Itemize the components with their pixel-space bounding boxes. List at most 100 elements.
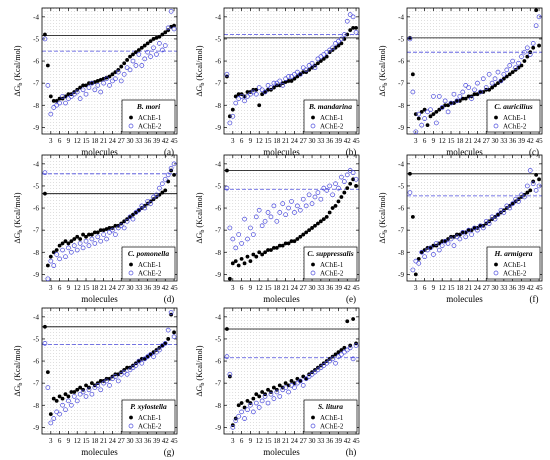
ache2-point	[522, 49, 527, 55]
ache1-point	[160, 190, 165, 195]
ache2-point	[507, 63, 513, 68]
ache2-point	[48, 420, 54, 426]
y-axis-label-subscript: b	[18, 230, 24, 233]
ache2-point	[68, 94, 74, 99]
ache2-point	[162, 341, 168, 346]
y-axis-label-symbol: ΔG	[195, 385, 204, 396]
ache2-point	[463, 83, 469, 88]
ache2-point	[51, 416, 57, 421]
ache2-point	[45, 385, 51, 390]
ache1-point	[145, 41, 150, 46]
series-ache1	[408, 171, 541, 277]
ache2-point	[151, 194, 156, 200]
ache1-point	[51, 250, 56, 255]
x-tick-label: 24	[291, 437, 299, 445]
ache1-point	[110, 72, 115, 77]
y-axis-label: ΔGb (Kcal/mol)	[195, 192, 206, 243]
ache2-point	[274, 218, 280, 224]
y-axis-label-unit: (Kcal/mol)	[13, 192, 22, 229]
ache1-point	[128, 54, 132, 59]
ache1-point	[522, 59, 527, 63]
ache2-point	[54, 409, 60, 415]
ache1-point	[54, 248, 59, 252]
ache1-point	[318, 219, 323, 224]
y-tick-label: -7	[215, 227, 221, 235]
ache2-point	[127, 367, 133, 373]
ache1-point	[239, 256, 244, 261]
ache1-point	[78, 85, 83, 90]
ache2-point	[495, 69, 501, 75]
x-tick-label: 33	[500, 284, 508, 292]
x-axis-label: molecules	[81, 294, 118, 304]
ache1-point	[446, 103, 450, 108]
ache2-point	[460, 89, 466, 95]
legend-marker-ache2	[310, 423, 316, 429]
x-tick-label: 18	[273, 284, 281, 292]
x-tick-label: 21	[100, 137, 108, 145]
y-tick-label: -9	[33, 424, 39, 432]
ache2-point	[330, 45, 335, 51]
ache1-point	[251, 396, 256, 401]
ache2-point	[142, 56, 148, 62]
x-tick-label: 15	[265, 437, 273, 445]
series-ache2	[224, 168, 359, 251]
ache1-point	[263, 250, 267, 255]
ache2-point	[286, 74, 291, 79]
chart-panel-a: -9-8-7-6-5-43 6 9 12 15 18 21 24 27 30 33 36 39 42 45B…	[13, 7, 178, 157]
ache1-point	[233, 94, 238, 99]
y-tick-label: -4	[33, 313, 39, 321]
ache1-point	[321, 217, 326, 222]
legend-label-ache2: AChE-2	[320, 270, 344, 278]
ache2-point	[350, 14, 356, 20]
x-tick-label: 27	[483, 284, 491, 292]
ache1-point	[428, 114, 433, 119]
ache1-point	[98, 77, 103, 82]
ache2-point	[162, 43, 168, 48]
ache1-point	[410, 72, 415, 77]
ache1-point	[63, 239, 68, 244]
ache2-point	[483, 85, 489, 90]
legend-label-ache1: AChE-1	[138, 261, 162, 269]
legend-label-ache1: AChE-1	[320, 261, 344, 269]
x-tick-label: 15	[448, 137, 456, 145]
ache2-point	[271, 396, 277, 401]
ache1-point	[310, 226, 314, 230]
x-tick-label: 39	[335, 437, 343, 445]
ache1-point	[172, 330, 176, 335]
ache2-point	[347, 345, 353, 351]
ache2-point	[277, 210, 283, 215]
x-tick-label: 24	[109, 137, 117, 145]
chart-panel-d: -9-8-7-6-5-43 6 9 12 15 18 21 24 27 30 33 36 39 42 45C…	[13, 154, 178, 304]
ache1-point	[95, 79, 100, 83]
y-tick-label: -4	[215, 160, 221, 168]
x-tick-label: 27	[300, 284, 308, 292]
ache1-point	[466, 94, 471, 99]
ache2-point	[77, 241, 83, 246]
ache2-point	[95, 234, 101, 240]
x-tick-label: 18	[91, 284, 99, 292]
ache2-point	[71, 394, 77, 399]
y-axis-label-symbol: ΔG	[13, 385, 22, 396]
ache2-point	[333, 181, 338, 187]
x-tick-label: 45	[353, 437, 361, 445]
ache2-point	[315, 367, 321, 373]
ache2-point	[168, 8, 174, 14]
x-tick-label: 39	[518, 137, 526, 145]
x-tick-label: 18	[273, 437, 281, 445]
ache1-point	[422, 107, 427, 112]
ache1-point	[69, 390, 74, 394]
ache1-point	[254, 87, 259, 92]
ache2-point	[433, 241, 439, 246]
ache2-point	[80, 389, 86, 395]
ache2-point	[151, 45, 156, 51]
ache2-point	[271, 80, 277, 86]
ache1-point	[443, 103, 448, 108]
ache2-point	[533, 23, 539, 29]
ache1-point	[463, 96, 468, 101]
ache1-point	[54, 98, 59, 103]
ache2-point	[124, 65, 130, 71]
ache2-point	[227, 371, 233, 377]
ache2-point	[413, 258, 419, 264]
ache2-point	[292, 210, 297, 215]
